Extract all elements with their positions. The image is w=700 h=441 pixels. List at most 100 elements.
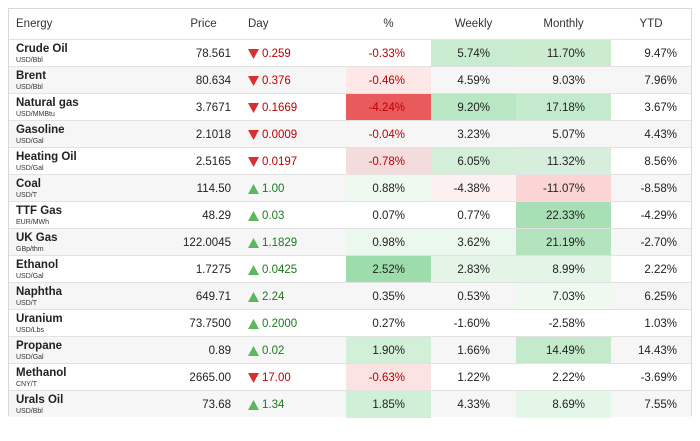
day-change: 2.24 bbox=[246, 283, 346, 310]
down-arrow bbox=[248, 48, 259, 59]
day-change: 0.03 bbox=[246, 202, 346, 229]
pct-change: 0.88% bbox=[346, 175, 431, 202]
weekly-change: 0.77% bbox=[457, 209, 490, 222]
table-row: Brent USD/Bbl 80.634 0.376 -0.46% 4.59% 9.03% 7… bbox=[9, 66, 691, 94]
column-header: % bbox=[383, 18, 394, 30]
ytd-change: 3.67% bbox=[644, 101, 677, 114]
arrow-shape bbox=[248, 372, 259, 383]
column-header: Day bbox=[248, 18, 269, 30]
table-row: Propane USD/Gal 0.89 0.02 1.90% 1.66% 14.49% 14… bbox=[9, 336, 691, 364]
price: 2.5165 bbox=[195, 155, 231, 168]
ytd-change: 14.43% bbox=[637, 344, 677, 357]
up-arrow bbox=[248, 183, 259, 194]
arrow-shape bbox=[248, 264, 259, 275]
ytd-change: 9.47% bbox=[644, 47, 677, 60]
day-value: 1.34 bbox=[262, 398, 285, 411]
name-cell: TTF Gas EUR/MWh bbox=[9, 202, 161, 229]
ytd-change: 6.25% bbox=[644, 290, 677, 303]
name-cell: Crude Oil USD/Bbl bbox=[9, 40, 161, 67]
day-change: 0.1669 bbox=[246, 94, 346, 121]
arrow-shape bbox=[248, 399, 259, 410]
day-change: 0.0009 bbox=[246, 121, 346, 148]
table-row: Crude Oil USD/Bbl 78.561 0.259 -0.33% 5.74% 11… bbox=[9, 39, 691, 67]
pct-change: 1.90% bbox=[346, 337, 431, 364]
pct-change: -4.24% bbox=[346, 94, 431, 121]
pct-change: 0.07% bbox=[372, 209, 405, 222]
weekly-change: -4.38% bbox=[431, 175, 516, 202]
price: 0.89 bbox=[208, 344, 231, 357]
pct-change: -0.63% bbox=[346, 364, 431, 391]
day-change: 1.1829 bbox=[246, 229, 346, 256]
table-row: Urals Oil USD/Bbl 73.68 1.34 1.85% 4.33% 8.69%… bbox=[9, 390, 691, 418]
pct-change: 1.85% bbox=[346, 391, 431, 418]
weekly-change: 1.66% bbox=[457, 344, 490, 357]
weekly-change: 4.59% bbox=[457, 74, 490, 87]
monthly-change: 11.32% bbox=[516, 148, 611, 175]
name-cell: Uranium USD/Lbs bbox=[9, 310, 161, 337]
down-arrow bbox=[248, 102, 259, 113]
weekly-change: 4.33% bbox=[457, 398, 490, 411]
weekly-change: 0.53% bbox=[457, 290, 490, 303]
ytd-change: -4.29% bbox=[640, 209, 677, 222]
weekly-change: 2.83% bbox=[431, 256, 516, 283]
monthly-change: -2.58% bbox=[548, 317, 585, 330]
up-arrow bbox=[248, 318, 259, 329]
arrow-shape bbox=[248, 291, 259, 302]
pct-change: -0.46% bbox=[346, 67, 431, 94]
commodity-unit: USD/T bbox=[16, 300, 37, 307]
day-change: 17.00 bbox=[246, 364, 346, 391]
day-value: 0.1669 bbox=[262, 101, 298, 114]
monthly-change: 21.19% bbox=[516, 229, 611, 256]
arrow-shape bbox=[248, 156, 259, 167]
pct-change: 2.52% bbox=[346, 256, 431, 283]
price: 1.7275 bbox=[195, 263, 231, 276]
monthly-change: 14.49% bbox=[516, 337, 611, 364]
ytd-change: -2.70% bbox=[640, 236, 677, 249]
monthly-change: 22.33% bbox=[516, 202, 611, 229]
weekly-change: 3.62% bbox=[431, 229, 516, 256]
pct-change: -0.33% bbox=[368, 47, 405, 60]
commodity-unit: EUR/MWh bbox=[16, 219, 50, 226]
table-row: Naphtha USD/T 649.71 2.24 0.35% 0.53% 7.03% 6.2… bbox=[9, 282, 691, 310]
ytd-change: 7.96% bbox=[644, 74, 677, 87]
weekly-change: 6.05% bbox=[431, 148, 516, 175]
column-header: Price bbox=[190, 18, 217, 30]
weekly-change: 3.23% bbox=[457, 128, 490, 141]
pct-change: -0.78% bbox=[346, 148, 431, 175]
commodity-name: Propane bbox=[16, 340, 63, 352]
name-cell: Brent USD/Bbl bbox=[9, 67, 161, 94]
name-cell: Gasoline USD/Gal bbox=[9, 121, 161, 148]
day-value: 2.24 bbox=[262, 290, 285, 303]
day-change: 0.2000 bbox=[246, 310, 346, 337]
commodity-name: TTF Gas bbox=[16, 205, 63, 217]
up-arrow bbox=[248, 291, 259, 302]
table-row: Coal USD/T 114.50 1.00 0.88% -4.38% -11.07% -8.… bbox=[9, 174, 691, 202]
name-cell: Heating Oil USD/Gal bbox=[9, 148, 161, 175]
day-value: 0.0009 bbox=[262, 128, 298, 141]
monthly-change: -11.07% bbox=[516, 175, 611, 202]
commodity-unit: USD/T bbox=[16, 192, 37, 199]
arrow-shape bbox=[248, 75, 259, 86]
up-arrow bbox=[248, 399, 259, 410]
weekly-change: 1.22% bbox=[457, 371, 490, 384]
commodity-unit: USD/Bbl bbox=[16, 57, 43, 64]
commodity-name: Natural gas bbox=[16, 97, 79, 109]
weekly-change: 9.20% bbox=[431, 94, 516, 121]
commodity-unit: GBp/thm bbox=[16, 246, 44, 253]
price: 48.29 bbox=[202, 209, 231, 222]
table-row: TTF Gas EUR/MWh 48.29 0.03 0.07% 0.77% 22.33% -… bbox=[9, 201, 691, 229]
up-arrow bbox=[248, 264, 259, 275]
table-row: Gasoline USD/Gal 2.1018 0.0009 -0.04% 3.23% 5.… bbox=[9, 120, 691, 147]
monthly-change: 2.22% bbox=[552, 371, 585, 384]
commodity-name: Urals Oil bbox=[16, 394, 64, 406]
price: 73.7500 bbox=[189, 317, 231, 330]
commodity-unit: USD/MMBtu bbox=[16, 111, 55, 118]
down-arrow bbox=[248, 129, 259, 140]
price: 114.50 bbox=[196, 182, 231, 195]
commodity-unit: USD/Gal bbox=[16, 354, 44, 361]
monthly-change: 8.69% bbox=[516, 391, 611, 418]
name-cell: Naphtha USD/T bbox=[9, 283, 161, 310]
commodity-unit: USD/Gal bbox=[16, 165, 44, 172]
down-arrow bbox=[248, 372, 259, 383]
